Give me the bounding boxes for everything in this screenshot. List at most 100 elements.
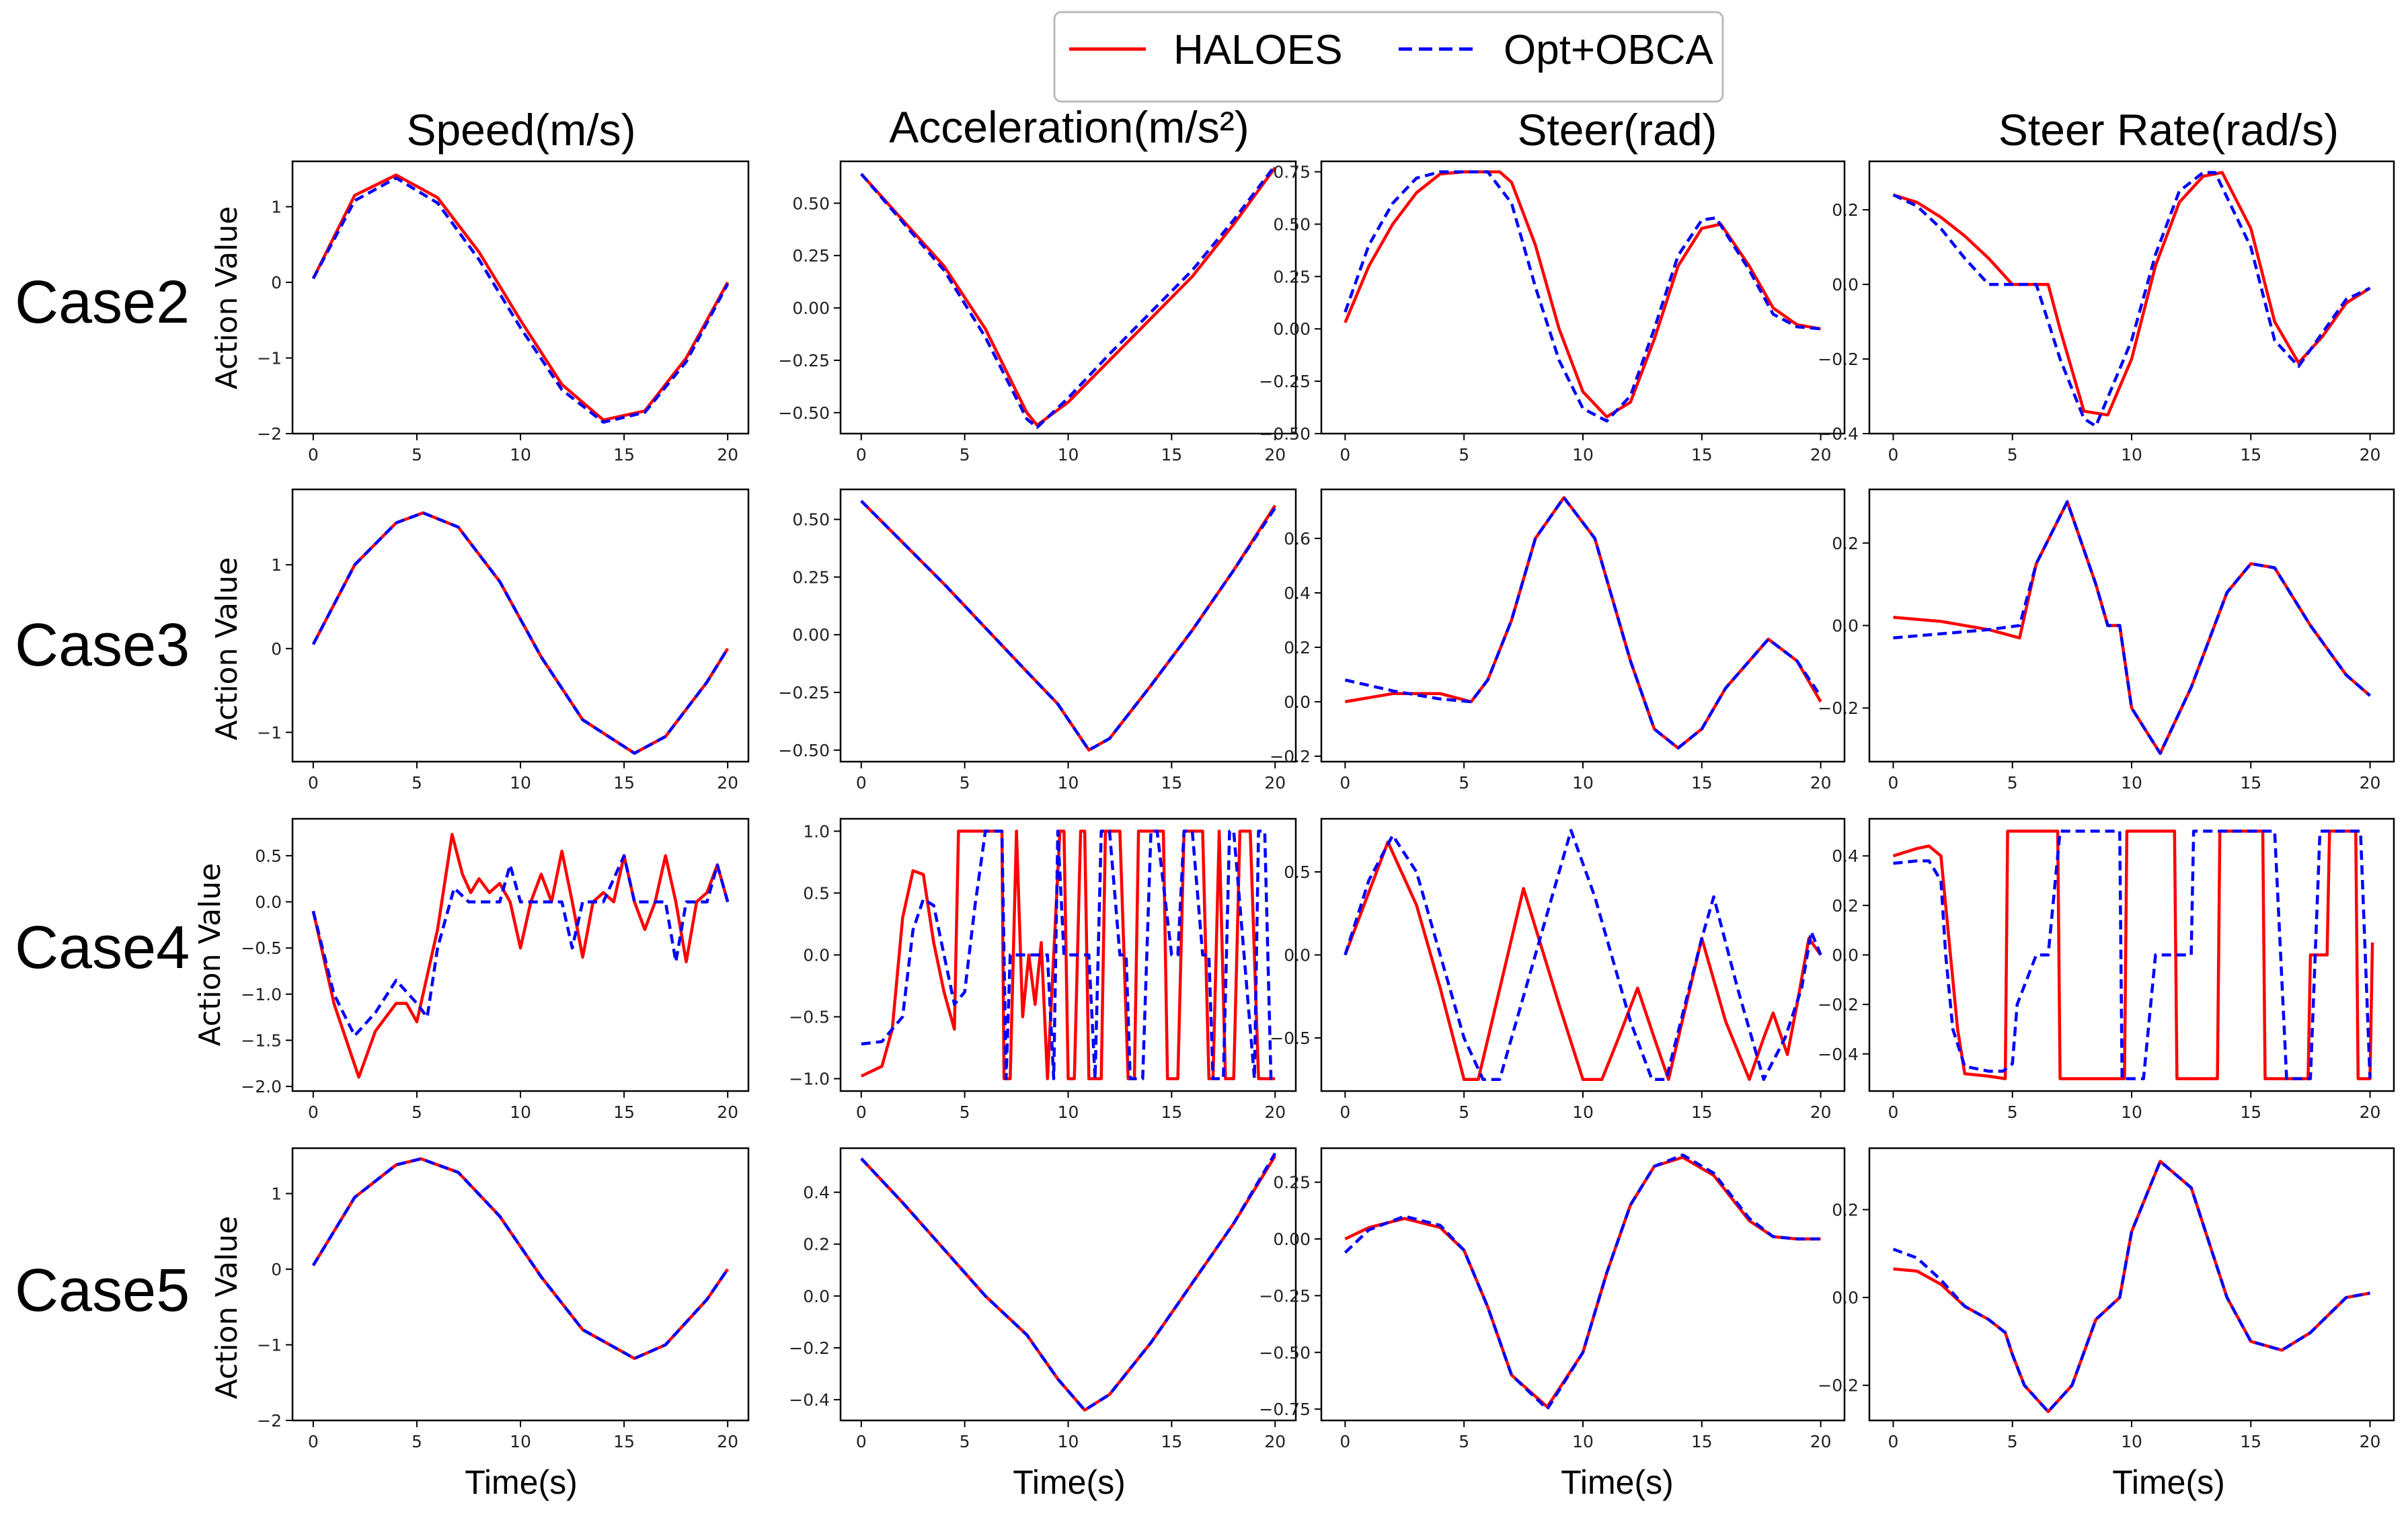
x-tick-label: 15: [1691, 445, 1713, 465]
y-tick-label: 0.2: [1832, 200, 1859, 220]
series-line-opt-obca-case5-speed: [311, 1157, 730, 1361]
x-axis-label-acceleration: Time(s): [1013, 1463, 1126, 1501]
axes-frame-case2-speed: [291, 160, 750, 435]
x-tick-label: 20: [717, 773, 738, 793]
series-line-opt-obca-case5-steer: [1344, 1153, 1821, 1411]
y-tick-label: 0.0: [1284, 946, 1311, 965]
x-tick-label: 20: [1264, 773, 1286, 793]
series-line-opt-obca-case3-acceleration: [860, 499, 1277, 752]
x-tick-label: 0: [1339, 445, 1350, 465]
panel-case4-steer: 0 5 10 15 20 −0.5 0.0 0.5: [1270, 817, 1846, 1122]
y-tick-label: 0.25: [1273, 267, 1311, 286]
series-line-opt-obca-case2-acceleration: [860, 164, 1276, 429]
panel-case4-speed: 0 5 10 15 20 −2.0 −1.5 −1.0 −0.5 0.0 0.5: [241, 817, 750, 1122]
y-tick-label: 0.25: [1273, 1173, 1311, 1193]
x-tick-label: 0: [1888, 773, 1899, 793]
series-line-opt-obca-case4-speed: [311, 854, 730, 1037]
series-line-haloes-case3-steer: [1345, 495, 1822, 750]
y-axis-label-case5: Action Value: [210, 1216, 244, 1400]
x-tick-label: 10: [510, 1102, 531, 1122]
x-tick-label: 20: [717, 1102, 738, 1122]
y-tick-label: 0.4: [803, 1183, 830, 1203]
x-tick-label: 5: [412, 773, 422, 793]
series-line-haloes-case2-steer-rate: [1892, 171, 2371, 417]
y-tick-label: 0.2: [803, 1235, 830, 1254]
y-tick-label: 0: [271, 1260, 282, 1279]
axes-frame-case3-steer-rate: [1868, 488, 2395, 763]
y-tick-label: 0.0: [1832, 275, 1859, 294]
x-tick-label: 15: [613, 1102, 635, 1122]
y-tick-label: 0.00: [792, 625, 830, 645]
y-tick-label: 0.25: [792, 246, 830, 266]
axes-frame-case4-speed: [291, 817, 750, 1092]
y-tick-label: −0.4: [1818, 424, 1859, 444]
x-tick-label: 10: [1572, 445, 1594, 465]
x-tick-label: 0: [856, 445, 867, 465]
x-tick-label: 15: [613, 773, 635, 793]
y-tick-label: −1: [257, 723, 282, 742]
row-label-case5: Case5: [15, 1257, 190, 1324]
x-tick-label: 20: [2360, 773, 2381, 793]
y-tick-label: 0: [271, 639, 282, 659]
x-tick-label: 5: [2007, 773, 2018, 793]
x-tick-label: 10: [1572, 773, 1594, 793]
y-tick-label: −0.4: [1818, 1045, 1859, 1064]
y-tick-label: −2.0: [241, 1077, 282, 1096]
panel-case2-speed: 0 5 10 15 20 −2 −1 0 1: [257, 160, 750, 465]
y-tick-label: −2: [257, 424, 282, 444]
axes-frame-case3-speed: [291, 488, 750, 763]
y-tick-label: −1.0: [789, 1070, 830, 1089]
series-line-haloes-case3-speed: [311, 511, 730, 755]
x-tick-label: 20: [2360, 1432, 2381, 1451]
y-tick-label: 0.5: [1284, 862, 1311, 882]
y-tick-label: −0.75: [1259, 1400, 1311, 1419]
y-tick-label: 0.2: [1832, 896, 1859, 916]
y-tick-label: 0.0: [1832, 946, 1859, 965]
y-tick-label: 0.6: [1284, 529, 1311, 549]
x-tick-label: 20: [1264, 445, 1286, 465]
x-tick-label: 5: [2007, 445, 2018, 465]
y-tick-label: −0.2: [1818, 995, 1859, 1014]
x-tick-label: 15: [2240, 1432, 2261, 1451]
x-tick-label: 20: [1810, 1432, 1832, 1451]
x-tick-label: 10: [1572, 1432, 1594, 1451]
y-tick-label: 0.0: [1832, 1288, 1859, 1308]
y-tick-label: −0.5: [1270, 1029, 1311, 1048]
y-tick-label: −0.2: [1818, 350, 1859, 369]
x-tick-label: 0: [856, 1432, 867, 1451]
row-label-case3: Case3: [15, 612, 190, 679]
x-tick-label: 0: [308, 1432, 319, 1451]
series-line-opt-obca-case5-acceleration: [860, 1152, 1277, 1412]
y-tick-label: 0.00: [1273, 319, 1311, 339]
x-tick-label: 20: [717, 1432, 738, 1451]
y-tick-label: −0.2: [1818, 698, 1859, 718]
y-tick-label: 0.0: [803, 946, 830, 965]
x-tick-label: 0: [1339, 1432, 1350, 1451]
series-line-haloes-case5-speed: [311, 1157, 730, 1361]
y-tick-label: 0: [271, 273, 282, 292]
x-tick-label: 5: [2007, 1102, 2018, 1122]
x-tick-label: 15: [1691, 1102, 1713, 1122]
x-tick-label: 5: [960, 445, 970, 465]
y-tick-label: −1.5: [241, 1031, 282, 1050]
column-title-speed: Speed(m/s): [406, 105, 635, 155]
panel-case2-steer-rate: 0 5 10 15 20 −0.4 −0.2 0.0 0.2: [1818, 160, 2395, 465]
x-tick-label: 20: [2360, 445, 2381, 465]
series-line-haloes-case2-steer: [1344, 170, 1821, 419]
y-tick-label: −0.50: [1259, 424, 1311, 444]
axes-frame-case5-steer: [1320, 1147, 1846, 1422]
y-tick-label: 0.0: [1832, 616, 1859, 636]
series-line-haloes-case5-acceleration: [860, 1155, 1277, 1412]
x-tick-label: 20: [1810, 445, 1832, 465]
y-tick-label: −1.0: [241, 985, 282, 1004]
x-tick-label: 15: [613, 445, 635, 465]
panel-case5-steer: 0 5 10 15 20 −0.75 −0.50 −0.25 0.00 0.25: [1259, 1147, 1846, 1451]
y-tick-label: 0.00: [792, 298, 830, 318]
panel-case4-steer-rate: 0 5 10 15 20 −0.4 −0.2 0.0 0.2 0.4: [1818, 817, 2395, 1122]
x-tick-label: 10: [510, 773, 531, 793]
panel-case3-steer-rate: 0 5 10 15 20 −0.2 0.0 0.2: [1818, 488, 2395, 793]
x-tick-label: 5: [960, 773, 970, 793]
x-tick-label: 5: [960, 1102, 970, 1122]
